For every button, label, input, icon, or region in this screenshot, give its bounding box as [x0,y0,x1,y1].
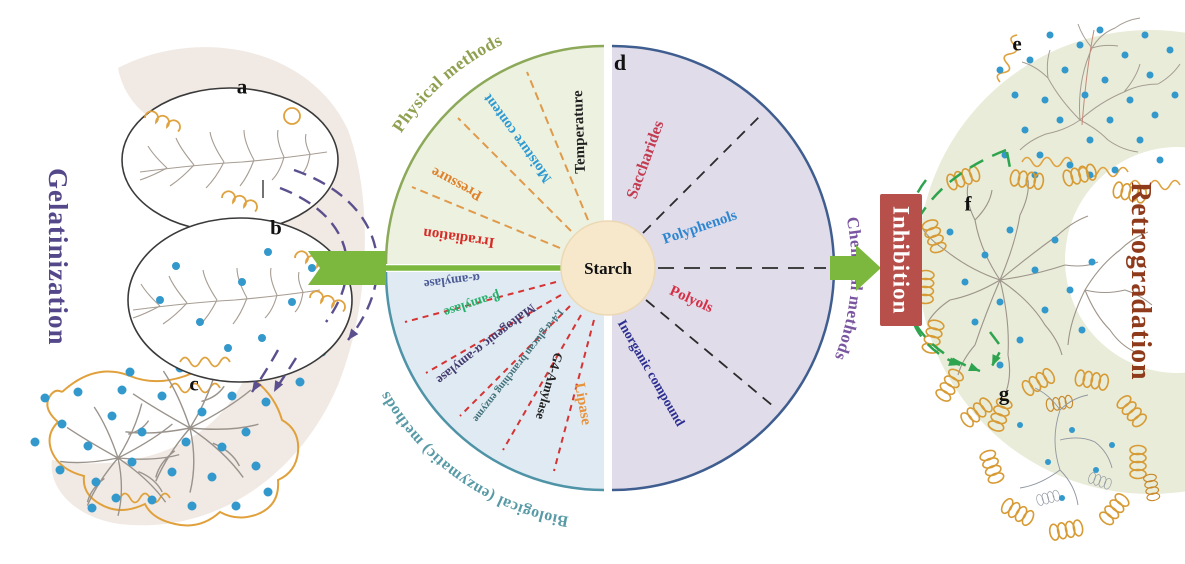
water-dots-c [30,347,327,513]
inhibition-badge: Inhibition [880,194,922,326]
panel-g-structure [977,366,1161,542]
gelatinization-label: Gelatinization [43,168,73,346]
sector-label-temperature: Temperature [570,90,589,174]
panel-label-c: c [189,371,199,396]
panel-f-structure [916,162,1153,430]
water-dots-b [156,248,316,352]
panel-label-e: e [1012,31,1022,56]
biological-dividers [404,281,595,472]
inhibition-arrow [830,245,881,291]
chemical-dividers [642,115,826,407]
panel-label-g: g [998,381,1010,406]
panel-a-native-granule [121,87,339,233]
panel-label-b: b [270,215,282,240]
panel-e-structure [994,17,1181,191]
water-dots-e [996,26,1179,179]
chemical-methods-title: Chemical methods [831,215,867,363]
panel-b-swollen-granule [127,217,353,383]
starch-hub-label: Starch [584,259,632,278]
retrogradation-band-hole [1065,147,1185,373]
physical-dividers [411,71,589,249]
water-dots-f [946,226,1096,369]
svg-text:Chemical methods: Chemical methods [831,215,867,363]
starch-hub [560,220,656,316]
panel-label-a: a [236,74,248,99]
panel-label-d: d [613,50,627,75]
gelatinization-arrow [308,251,386,285]
water-dots-g [1017,422,1115,501]
inhibition-label: Inhibition [888,205,914,315]
retrogradation-label: Retrogradation [1125,182,1156,381]
panel-label-f: f [964,191,972,216]
